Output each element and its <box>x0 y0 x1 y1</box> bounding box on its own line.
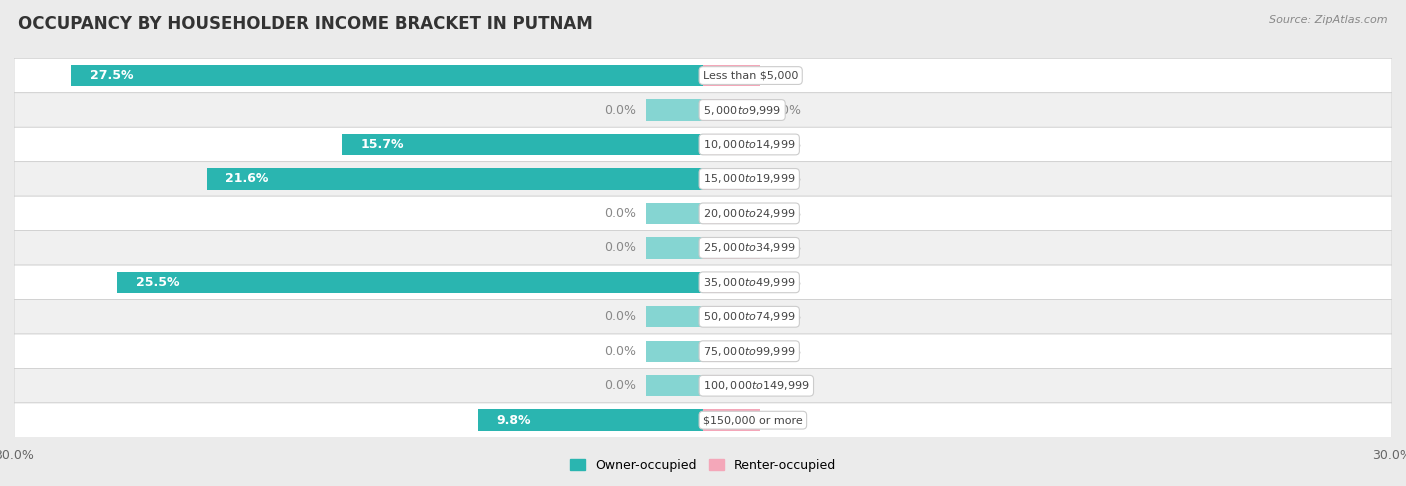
Text: 0.0%: 0.0% <box>769 69 801 82</box>
Bar <box>645 99 703 121</box>
Text: $75,000 to $99,999: $75,000 to $99,999 <box>703 345 796 358</box>
FancyBboxPatch shape <box>14 162 1392 196</box>
Text: 0.0%: 0.0% <box>769 379 801 392</box>
Bar <box>645 203 703 224</box>
Bar <box>703 65 761 86</box>
Text: 0.0%: 0.0% <box>769 414 801 427</box>
Bar <box>703 410 761 431</box>
Bar <box>703 168 761 190</box>
Bar <box>703 237 761 259</box>
Bar <box>117 272 703 293</box>
Text: $150,000 or more: $150,000 or more <box>703 415 803 425</box>
Bar <box>703 375 761 397</box>
Text: 0.0%: 0.0% <box>769 207 801 220</box>
Bar <box>703 306 761 328</box>
Text: $20,000 to $24,999: $20,000 to $24,999 <box>703 207 796 220</box>
Bar <box>703 99 761 121</box>
Text: 0.0%: 0.0% <box>769 173 801 186</box>
Legend: Owner-occupied, Renter-occupied: Owner-occupied, Renter-occupied <box>565 453 841 477</box>
Text: OCCUPANCY BY HOUSEHOLDER INCOME BRACKET IN PUTNAM: OCCUPANCY BY HOUSEHOLDER INCOME BRACKET … <box>18 15 593 33</box>
Bar <box>72 65 703 86</box>
Text: 15.7%: 15.7% <box>361 138 405 151</box>
Text: 0.0%: 0.0% <box>605 379 637 392</box>
Text: $10,000 to $14,999: $10,000 to $14,999 <box>703 138 796 151</box>
FancyBboxPatch shape <box>14 265 1392 299</box>
Bar <box>645 341 703 362</box>
Text: 0.0%: 0.0% <box>605 310 637 323</box>
Text: Source: ZipAtlas.com: Source: ZipAtlas.com <box>1270 15 1388 25</box>
Text: 0.0%: 0.0% <box>605 345 637 358</box>
Text: 0.0%: 0.0% <box>769 276 801 289</box>
FancyBboxPatch shape <box>14 196 1392 231</box>
Text: $50,000 to $74,999: $50,000 to $74,999 <box>703 310 796 323</box>
FancyBboxPatch shape <box>14 93 1392 127</box>
FancyBboxPatch shape <box>14 299 1392 334</box>
Bar <box>703 341 761 362</box>
Text: Less than $5,000: Less than $5,000 <box>703 70 799 81</box>
FancyBboxPatch shape <box>14 403 1392 437</box>
Bar <box>703 272 761 293</box>
Bar <box>478 410 703 431</box>
FancyBboxPatch shape <box>14 231 1392 265</box>
Text: 0.0%: 0.0% <box>769 310 801 323</box>
Text: 0.0%: 0.0% <box>769 345 801 358</box>
Text: $35,000 to $49,999: $35,000 to $49,999 <box>703 276 796 289</box>
FancyBboxPatch shape <box>14 368 1392 403</box>
FancyBboxPatch shape <box>14 58 1392 93</box>
Text: $25,000 to $34,999: $25,000 to $34,999 <box>703 242 796 254</box>
Text: 0.0%: 0.0% <box>605 242 637 254</box>
Text: 0.0%: 0.0% <box>605 207 637 220</box>
Bar <box>207 168 703 190</box>
Bar <box>645 306 703 328</box>
Text: 0.0%: 0.0% <box>769 242 801 254</box>
Bar <box>703 203 761 224</box>
Text: 27.5%: 27.5% <box>90 69 134 82</box>
FancyBboxPatch shape <box>14 334 1392 368</box>
Text: $100,000 to $149,999: $100,000 to $149,999 <box>703 379 810 392</box>
Text: 0.0%: 0.0% <box>605 104 637 117</box>
FancyBboxPatch shape <box>14 127 1392 162</box>
Text: 25.5%: 25.5% <box>136 276 180 289</box>
Text: 21.6%: 21.6% <box>225 173 269 186</box>
Bar <box>343 134 703 155</box>
Text: 9.8%: 9.8% <box>496 414 531 427</box>
Bar <box>703 134 761 155</box>
Text: 0.0%: 0.0% <box>769 104 801 117</box>
Bar <box>645 237 703 259</box>
Text: $15,000 to $19,999: $15,000 to $19,999 <box>703 173 796 186</box>
Bar <box>645 375 703 397</box>
Text: 0.0%: 0.0% <box>769 138 801 151</box>
Text: $5,000 to $9,999: $5,000 to $9,999 <box>703 104 782 117</box>
